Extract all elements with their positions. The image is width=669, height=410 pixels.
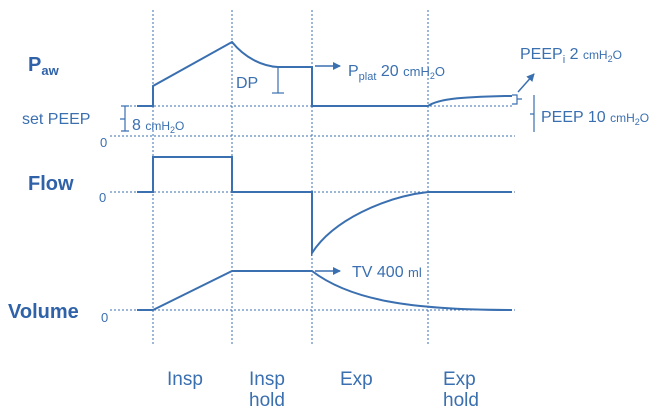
phase-exp-label: Exp — [340, 369, 373, 390]
phase-exp-hold-label-line2: hold — [443, 390, 479, 410]
paw-trace — [137, 40, 512, 107]
volume-zero-label: 0 — [101, 310, 108, 325]
phase-insp-hold-label-line1: Insp — [249, 369, 285, 390]
volume-label: Volume — [8, 301, 79, 323]
peep-total-bracket — [530, 95, 535, 132]
phase-insp-label: Insp — [167, 369, 203, 390]
dp-label: DP — [236, 75, 258, 92]
flow-zero-label: 0 — [99, 190, 106, 205]
pplat-label: Pplat 20 cmH2O — [348, 63, 445, 83]
peepi-label: PEEPi 2 cmH2O — [520, 46, 622, 66]
flow-trace — [137, 156, 512, 257]
paw-label: Paw — [28, 54, 60, 78]
phase-insp-hold-label-line2: hold — [249, 390, 285, 410]
set-peep-label: set PEEP — [22, 111, 90, 128]
volume-trace — [137, 270, 513, 311]
phase-exp-hold-label-line1: Exp — [443, 369, 476, 390]
peepi-arrow — [517, 73, 535, 93]
peepi-bracket — [512, 94, 522, 105]
set-peep-bracket — [120, 105, 129, 132]
tv-label: TV 400 ml — [352, 264, 422, 281]
flow-label: Flow — [28, 173, 74, 195]
peep-total-label: PEEP 10 cmH2O — [541, 109, 649, 127]
paw-zero-label: 0 — [100, 135, 107, 150]
set-peep-value: 8 cmH2O — [132, 117, 184, 135]
